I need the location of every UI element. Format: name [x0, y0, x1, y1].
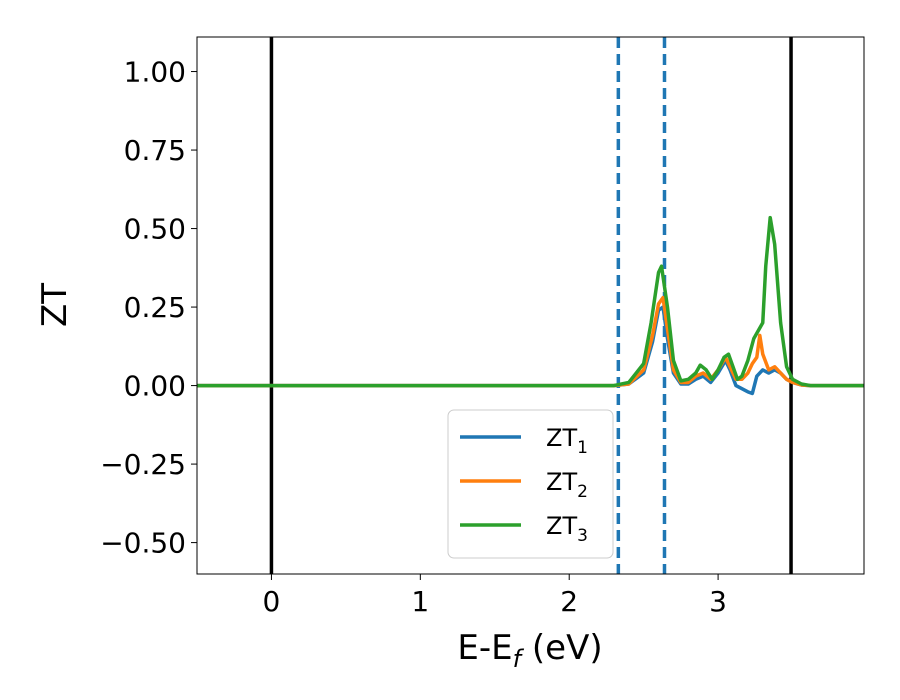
y-tick-label: −0.25 — [100, 448, 186, 481]
y-tick-label: 0.50 — [124, 213, 186, 246]
legend-box — [447, 409, 614, 559]
y-tick-label: 1.00 — [124, 56, 186, 89]
y-tick-label: 0.75 — [124, 134, 186, 167]
y-axis-label: ZT — [35, 283, 75, 327]
y-tick-label: 0.25 — [124, 291, 186, 324]
x-axis-ticks: 0 1 2 3 — [263, 574, 727, 618]
vertical-lines — [269, 37, 793, 574]
legend-label-2: ZT2 — [546, 468, 588, 502]
y-tick-label: −0.50 — [100, 527, 186, 560]
y-tick-label: 0.00 — [124, 370, 186, 403]
x-tick-label: 1 — [411, 585, 429, 618]
series-layer — [197, 215, 864, 396]
x-tick-label: 3 — [709, 585, 727, 618]
x-tick-label: 2 — [560, 585, 578, 618]
series-line-2 — [197, 295, 864, 388]
legend-label-1: ZT1 — [546, 424, 588, 458]
y-axis-ticks: 1.00 0.75 0.50 0.25 0.00 −0.25 −0.50 — [100, 56, 197, 560]
x-axis-label: E-Ef (eV) — [457, 628, 602, 673]
x-tick-label: 0 — [263, 585, 281, 618]
legend: ZT1 ZT2 ZT3 — [447, 409, 614, 559]
series-line-3 — [197, 215, 864, 388]
legend-label-3: ZT3 — [546, 512, 588, 546]
plot-frame — [196, 36, 865, 575]
